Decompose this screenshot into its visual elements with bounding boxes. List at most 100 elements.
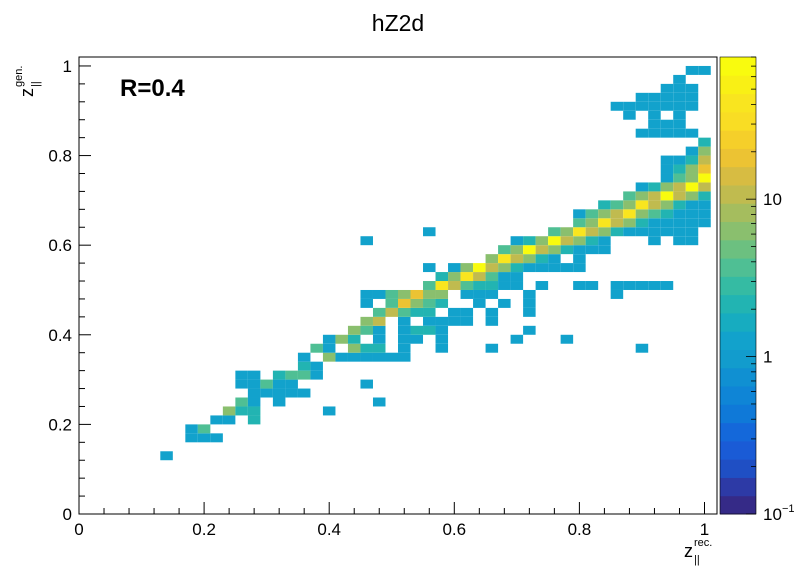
histogram-cell (322, 334, 336, 344)
x-tick-label: 0.4 (317, 520, 341, 539)
histogram-cell (247, 397, 261, 407)
histogram-cell (573, 236, 586, 246)
histogram-cell (460, 281, 474, 290)
histogram-cell (660, 209, 674, 219)
histogram-cell (548, 236, 561, 246)
histogram-cell (685, 182, 699, 192)
histogram-cell (598, 218, 611, 228)
histogram-cell (548, 227, 561, 237)
histogram-cell (648, 236, 661, 246)
histogram-cell (510, 281, 524, 290)
histogram-cell (660, 92, 674, 102)
histogram-cell (260, 388, 273, 398)
color-scale-segment (720, 477, 756, 497)
histogram-cell (648, 227, 661, 237)
histogram-cell (648, 182, 661, 192)
histogram-cell (322, 343, 336, 353)
histogram-cell (660, 164, 674, 174)
histogram-cell (372, 343, 386, 353)
color-scale-segment (720, 221, 756, 241)
histogram-cell (623, 227, 636, 237)
histogram-cell (685, 65, 699, 75)
y-axis-label-sup: gen. (13, 66, 25, 87)
color-scale-segment (720, 349, 756, 369)
histogram-cell (498, 281, 511, 290)
x-tick-label: 0.8 (568, 520, 592, 539)
histogram-cell (460, 289, 474, 299)
histogram-cell (660, 200, 674, 210)
histogram-cell (435, 334, 449, 344)
color-scale-segment (720, 184, 756, 204)
histogram-cell (510, 272, 524, 282)
histogram-cell (698, 137, 711, 147)
histogram-cell (372, 307, 386, 317)
histogram-cell (360, 236, 373, 246)
histogram-cell (560, 263, 574, 273)
histogram-cell (510, 263, 524, 273)
histogram-cell (535, 245, 549, 255)
histogram-cell (623, 209, 636, 219)
histogram-cell (485, 316, 499, 326)
histogram-cell (598, 200, 611, 210)
histogram-cell (448, 263, 461, 273)
histogram-cell (510, 254, 524, 264)
color-scale-segment (720, 148, 756, 168)
histogram-cell (585, 236, 599, 246)
color-scale-segment (720, 130, 756, 149)
histogram-cell (610, 281, 624, 290)
histogram-cell (598, 227, 611, 237)
color-scale-segment (720, 495, 756, 515)
histogram-cell (197, 433, 211, 443)
histogram-cell (360, 298, 373, 308)
histogram-cell (473, 298, 486, 308)
color-scale-segment (720, 459, 756, 478)
histogram-cell (685, 128, 699, 138)
histogram-cell (423, 316, 436, 326)
histogram-cell (385, 289, 398, 299)
histogram-cell (485, 254, 499, 264)
histogram-cell (423, 307, 436, 317)
histogram-cell (660, 128, 674, 138)
histogram-cell (322, 406, 336, 416)
histogram-cell (498, 298, 511, 308)
histogram-cell (560, 227, 574, 237)
histogram-cell (635, 200, 649, 210)
histogram-cell (698, 182, 711, 192)
histogram-cell (448, 281, 461, 290)
histogram-cell (535, 236, 549, 246)
histogram-cell (485, 343, 499, 353)
z-tick-label: 1 (763, 348, 772, 367)
z-tick-label: 10 (763, 505, 782, 524)
histogram-cell (235, 397, 248, 407)
histogram-cell (372, 289, 386, 299)
histogram-cell (623, 218, 636, 228)
histogram-cell (360, 352, 373, 362)
histogram-cell (673, 200, 686, 210)
histogram-cell (685, 218, 699, 228)
histogram-cell (448, 307, 461, 317)
histogram-cell (297, 352, 311, 362)
histogram-cell (685, 227, 699, 237)
histogram-cell (297, 361, 311, 371)
histogram-cell (335, 334, 348, 344)
histogram-cell (660, 83, 674, 93)
histogram-cell (510, 334, 524, 344)
histogram-cell (398, 289, 411, 299)
histogram-cell (210, 433, 223, 443)
histogram-cell (698, 65, 711, 75)
histogram-cell (635, 281, 649, 290)
plot-frame (78, 56, 718, 515)
histogram-cell (272, 379, 286, 389)
histogram-cell (673, 227, 686, 237)
y-tick-label: 0 (63, 505, 72, 524)
y-tick-label: 0.4 (48, 326, 72, 345)
histogram-cell (435, 325, 449, 335)
histogram-cell (460, 263, 474, 273)
histogram-cell (673, 83, 686, 93)
histogram-cell (673, 173, 686, 183)
histogram-cell (360, 379, 373, 389)
histogram-cell (372, 334, 386, 344)
histogram-cell (685, 209, 699, 219)
histogram-cell (310, 361, 323, 371)
y-tick-label: 0.2 (48, 415, 72, 434)
